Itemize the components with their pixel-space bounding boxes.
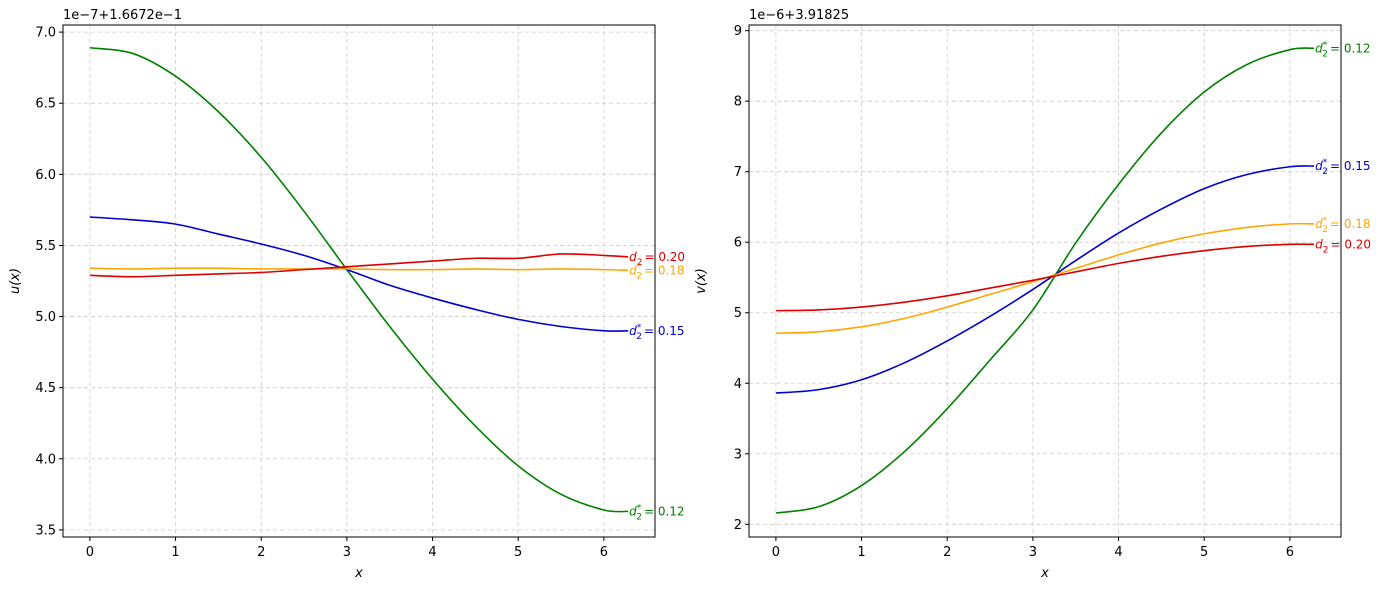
x-tick-label: 0	[772, 545, 780, 560]
series-line-3	[89, 253, 629, 278]
y-tick-label: 7	[734, 165, 742, 180]
y-tick-label: 4.5	[35, 381, 56, 396]
x-tick-label: 1	[857, 545, 865, 560]
series-line-3	[775, 243, 1315, 312]
y-tick-label: 2	[734, 518, 742, 533]
y-tick-label: 3.5	[35, 523, 56, 538]
series-label-3: d2 = 0.20	[1315, 237, 1371, 255]
y-tick-label: 9	[734, 24, 742, 39]
y-tick-label: 7.0	[35, 26, 56, 41]
series-label-1: d* 2 = 0.15	[629, 323, 684, 342]
series-line-1	[89, 216, 629, 332]
x-tick-label: 3	[1029, 545, 1037, 560]
series-label-0: d* 2 = 0.12	[629, 503, 684, 522]
x-tick-label: 5	[514, 545, 522, 560]
series-label-3: d2 = 0.20	[629, 250, 685, 268]
x-tick-label: 4	[428, 545, 436, 560]
y-tick-label: 5.0	[35, 310, 56, 325]
y-tick-label: 8	[734, 95, 742, 110]
y-tick-label: 3	[734, 447, 742, 462]
series-line-2	[89, 267, 629, 272]
y-tick-label: 4.0	[35, 452, 56, 467]
x-axis-label: x	[354, 566, 363, 581]
series-line-0	[775, 47, 1315, 514]
y-offset-label: 1e−6+3.91825	[749, 8, 849, 23]
x-tick-label: 6	[600, 545, 608, 560]
y-axis-label: v(x)	[694, 268, 709, 294]
series-label-2: d* 2 = 0.18	[629, 262, 684, 281]
y-tick-label: 5	[734, 306, 742, 321]
y-tick-label: 6.0	[35, 168, 56, 183]
y-offset-label: 1e−7+1.6672e−1	[63, 8, 182, 23]
y-axis-label: u(x)	[8, 268, 23, 294]
x-tick-label: 3	[343, 545, 351, 560]
v-panel: 0 1 2 3 4 5 6 2 3 4 5 6 7 8 9 1e−6+3.91825 x v(x) d* 2 = 0.1…	[694, 8, 1371, 581]
series-label-0: d* 2 = 0.12	[1315, 40, 1370, 59]
x-tick-label: 5	[1200, 545, 1208, 560]
x-tick-label: 6	[1286, 545, 1294, 560]
x-tick-label: 2	[943, 545, 951, 560]
series-label-2: d* 2 = 0.18	[1315, 216, 1370, 235]
axes-frame	[62, 24, 656, 538]
axes-frame	[748, 24, 1342, 538]
series-line-2	[775, 222, 1315, 334]
y-tick-label: 6	[734, 236, 742, 251]
series-label-1: d* 2 = 0.15	[1315, 158, 1370, 177]
series-line-0	[89, 46, 629, 513]
x-axis-label: x	[1040, 566, 1049, 581]
x-tick-label: 4	[1114, 545, 1122, 560]
series-line-1	[775, 165, 1315, 394]
x-tick-label: 2	[257, 545, 265, 560]
y-tick-label: 5.5	[35, 239, 56, 254]
u-panel: 0 1 2 3 4 5 6 3.5 4.0 4.5 5.0 5.5 6.0 6.5 7.0 1e−7+1.66…	[8, 8, 685, 581]
x-tick-label: 1	[171, 545, 179, 560]
x-tick-label: 0	[86, 545, 94, 560]
y-tick-label: 4	[734, 377, 742, 392]
y-tick-label: 6.5	[35, 97, 56, 112]
